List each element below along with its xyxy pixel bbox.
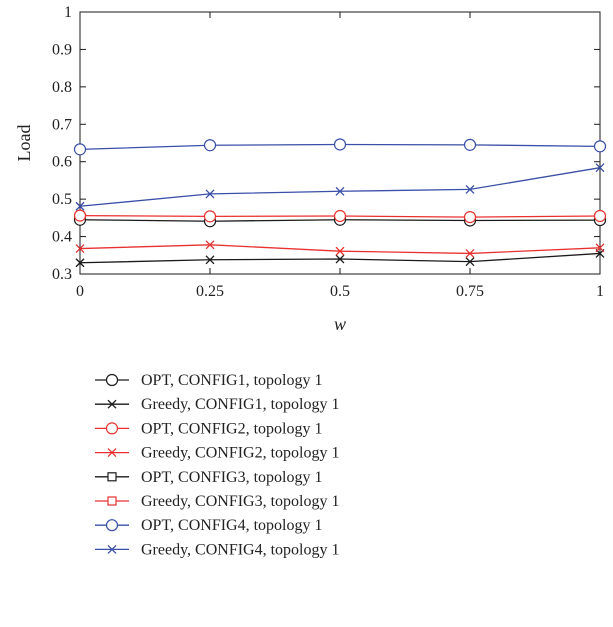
data-point (333, 138, 347, 151)
x-tick-label: 0.25 (196, 283, 224, 300)
data-point (75, 258, 85, 268)
data-point (73, 209, 87, 222)
y-tick-label: 1 (64, 4, 72, 21)
x-tick-label: 1 (596, 283, 604, 300)
series-line (79, 252, 601, 264)
legend-item: Greedy, CONFIG3, topology 1 (95, 493, 340, 510)
legend-item: Greedy, CONFIG1, topology 1 (95, 396, 340, 413)
data-point (73, 143, 87, 156)
x-axis-ticks: 0 0.25 0.5 0.75 1 (76, 12, 604, 300)
legend-label: OPT, CONFIG2, topology 1 (141, 420, 323, 437)
data-point (465, 248, 475, 258)
legend-marker (105, 519, 119, 532)
data-point (203, 210, 217, 223)
y-tick-label: 0.6 (52, 154, 72, 171)
series-layer (73, 138, 607, 268)
legend-item: OPT, CONFIG4, topology 1 (95, 517, 323, 534)
data-point (465, 184, 475, 194)
y-tick-label: 0.4 (52, 229, 72, 246)
y-tick-label: 0.8 (52, 79, 72, 96)
legend-marker (105, 422, 119, 435)
legend-marker (107, 399, 117, 409)
x-axis-label: w (334, 314, 346, 334)
series-4 (75, 240, 605, 258)
series-line (79, 167, 601, 207)
legend-marker (107, 496, 117, 506)
legend-marker (107, 472, 117, 482)
data-point (595, 243, 605, 253)
series-8 (75, 163, 605, 211)
data-point (335, 254, 345, 264)
plot-area: 0 0.25 0.5 0.75 1 0.3 0.4 0.5 0.6 0.7 0.8 0.9 1 (52, 4, 607, 300)
legend-item: Greedy, CONFIG4, topology 1 (95, 541, 340, 558)
y-axis-label: Load (14, 125, 34, 162)
legend-label: Greedy, CONFIG2, topology 1 (141, 445, 340, 462)
data-point (75, 201, 85, 211)
legend-label: Greedy, CONFIG3, topology 1 (141, 493, 340, 510)
series-3 (73, 209, 607, 224)
x-tick-label: 0 (76, 283, 84, 300)
data-point (75, 244, 85, 254)
series-line (79, 244, 601, 255)
data-point (593, 209, 607, 223)
legend-label: Greedy, CONFIG1, topology 1 (141, 396, 340, 413)
legend-item: OPT, CONFIG2, topology 1 (95, 420, 323, 437)
data-point (333, 209, 347, 223)
y-tick-label: 0.3 (52, 266, 72, 283)
x-tick-label: 0.5 (330, 283, 350, 300)
series-2 (75, 248, 605, 268)
legend-marker (105, 373, 119, 387)
y-axis-ticks: 0.3 0.4 0.5 0.6 0.7 0.8 0.9 1 (52, 4, 600, 283)
y-tick-label: 0.5 (52, 191, 72, 208)
data-point (593, 140, 607, 153)
data-point (205, 189, 215, 199)
y-tick-label: 0.9 (52, 41, 72, 58)
data-point (465, 257, 475, 267)
legend-marker (107, 544, 117, 554)
data-point (595, 163, 605, 173)
legend-label: OPT, CONFIG1, topology 1 (141, 372, 323, 389)
data-point (203, 139, 217, 152)
data-point (335, 186, 345, 196)
data-point (335, 246, 345, 256)
data-point (205, 240, 215, 250)
legend-label: OPT, CONFIG3, topology 1 (141, 469, 323, 486)
legend: OPT, CONFIG1, topology 1 Greedy, CONFIG1,… (95, 372, 340, 558)
data-point (463, 211, 477, 224)
legend-item: OPT, CONFIG1, topology 1 (95, 372, 323, 389)
data-point (463, 138, 477, 151)
legend-label: Greedy, CONFIG4, topology 1 (141, 541, 340, 558)
x-tick-label: 0.75 (456, 283, 484, 300)
legend-item: Greedy, CONFIG2, topology 1 (95, 445, 340, 462)
y-tick-label: 0.7 (52, 116, 72, 133)
legend-item: OPT, CONFIG3, topology 1 (95, 469, 323, 486)
data-point (205, 255, 215, 265)
series-7 (73, 138, 607, 156)
legend-marker (107, 448, 117, 458)
legend-label: OPT, CONFIG4, topology 1 (141, 517, 323, 534)
